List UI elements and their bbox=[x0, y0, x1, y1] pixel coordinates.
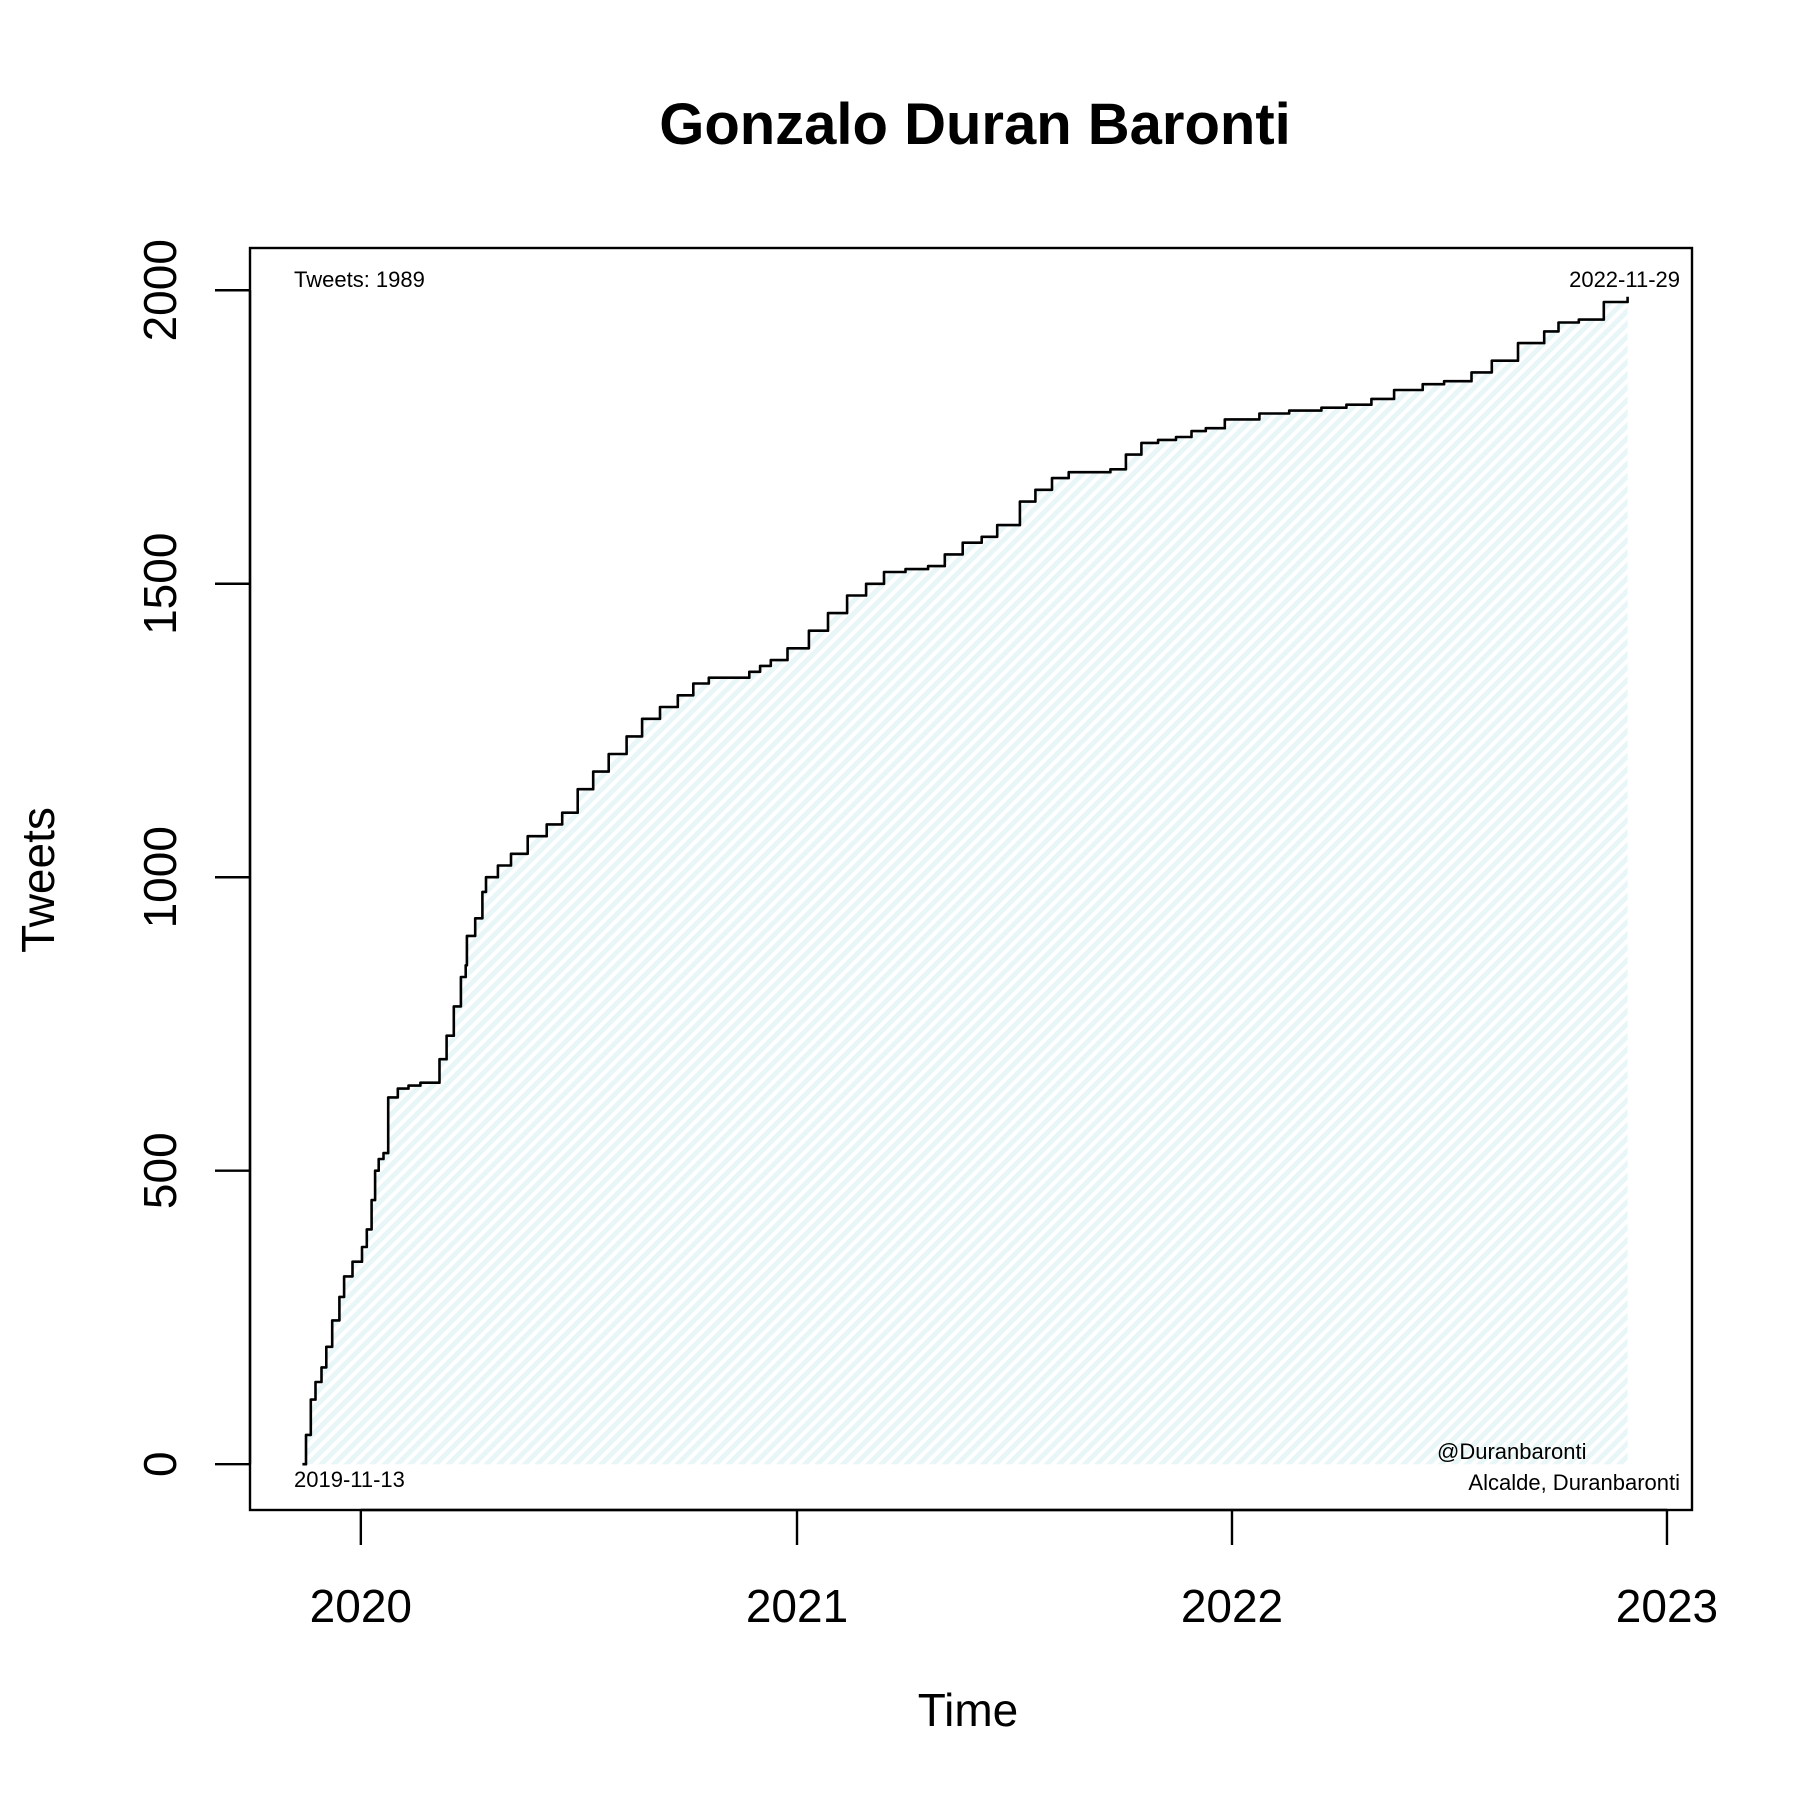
x-tick-label: 2023 bbox=[1616, 1580, 1718, 1632]
tweet-count-annotation: Tweets: 1989 bbox=[294, 267, 425, 292]
y-tick-label: 0 bbox=[134, 1451, 186, 1477]
start-date-annotation: 2019-11-13 bbox=[294, 1467, 405, 1492]
handle-annotation: @Duranbaronti bbox=[1437, 1439, 1587, 1464]
y-tick-label: 1500 bbox=[134, 533, 186, 635]
y-axis-label: Tweets bbox=[12, 807, 64, 953]
area-fill bbox=[302, 296, 1628, 1465]
y-tick-label: 500 bbox=[134, 1132, 186, 1209]
x-tick-label: 2022 bbox=[1181, 1580, 1283, 1632]
y-tick-label: 1000 bbox=[134, 826, 186, 928]
series-line bbox=[302, 296, 1629, 1466]
plot-area bbox=[302, 296, 1629, 1466]
x-tick-label: 2020 bbox=[310, 1580, 412, 1632]
y-tick-label: 2000 bbox=[134, 239, 186, 341]
x-axis-label: Time bbox=[918, 1684, 1019, 1736]
description-annotation: Alcalde, Duranbaronti bbox=[1468, 1470, 1680, 1495]
end-date-annotation: 2022-11-29 bbox=[1569, 267, 1680, 292]
x-axis: 2020 2021 2022 2023 bbox=[310, 1508, 1718, 1632]
y-axis: 0 500 1000 1500 2000 bbox=[134, 239, 252, 1477]
x-tick-label: 2021 bbox=[746, 1580, 848, 1632]
chart-title: Gonzalo Duran Baronti bbox=[659, 92, 1291, 157]
